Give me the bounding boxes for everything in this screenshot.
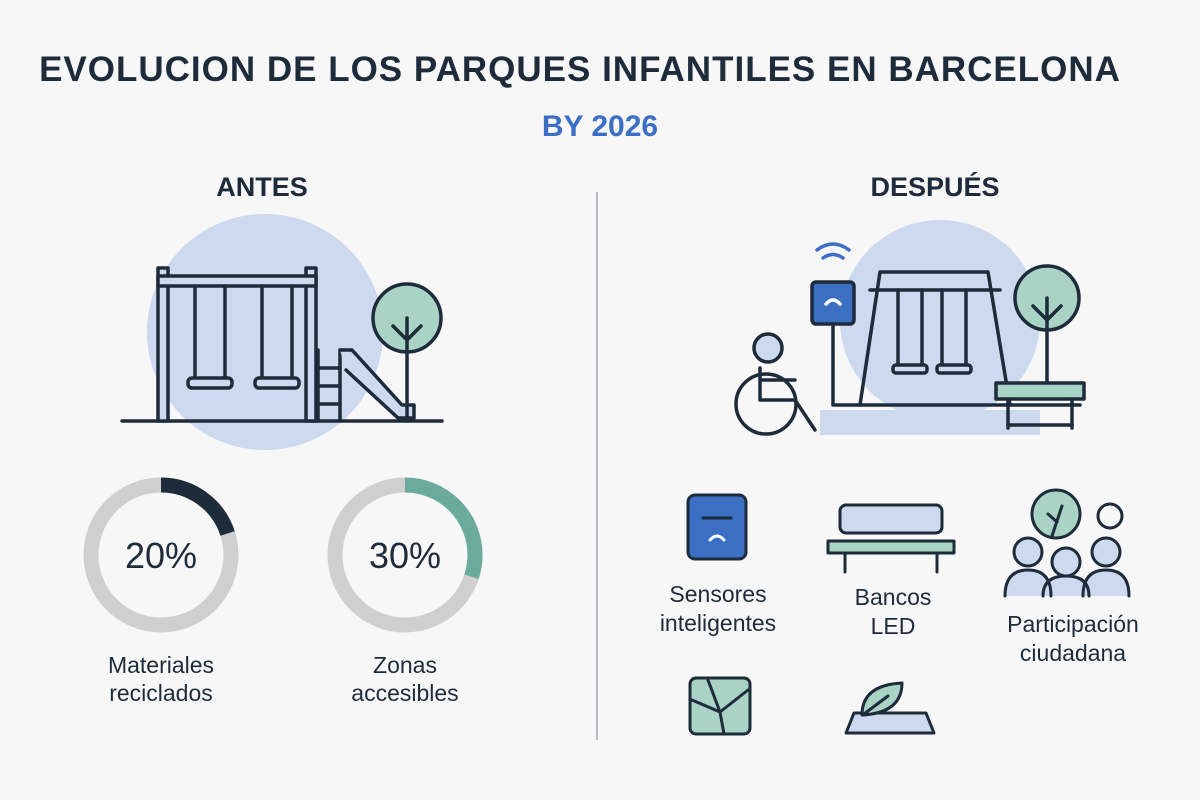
feature-label: Bancos LED (854, 584, 932, 639)
feature-icons (686, 488, 1131, 736)
donut-arc (327, 477, 483, 633)
section-heading: DESPUÉS (870, 172, 1000, 202)
stat-label: Materiales reciclados (107, 652, 215, 706)
donut-group (83, 477, 483, 633)
section-heading: ANTES (216, 172, 308, 202)
donut-value: 30% (368, 535, 442, 576)
feature-label: Sensores inteligentes (659, 581, 777, 636)
title: EVOLUCION DE LOS PARQUES INFANTILES EN B… (39, 50, 1121, 89)
subtitle: BY 2026 (541, 110, 659, 143)
stat-label: Zonas accesibles (351, 652, 459, 706)
donut-value: 20% (124, 535, 198, 576)
playground-before (120, 214, 444, 450)
feature-label: Participación ciudadana (1007, 611, 1139, 666)
playground-after (734, 220, 1086, 436)
donut-arc (83, 477, 239, 633)
